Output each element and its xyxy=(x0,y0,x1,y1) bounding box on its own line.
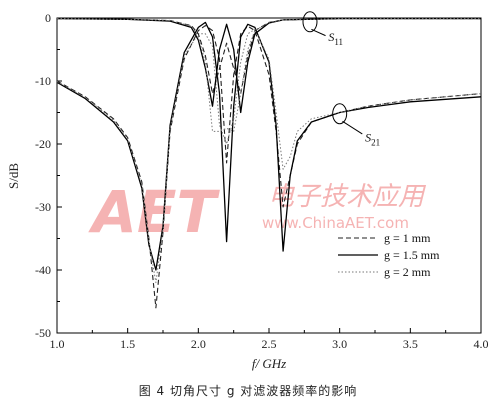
x-tick-label: 3.0 xyxy=(332,337,347,351)
watermark-logo: AET xyxy=(88,178,221,246)
x-tick-label: 2.5 xyxy=(262,337,277,351)
series-line-4 xyxy=(56,18,481,95)
annotation-layer: S11 S21 xyxy=(302,11,380,148)
x-tick-label: 1.0 xyxy=(50,337,65,351)
series-line-6 xyxy=(56,18,481,132)
s11-ellipse xyxy=(302,11,318,33)
s-parameter-chart: AET 电子技术应用 www.ChinaAET.com 1.0 1.5 2.0 2.5… xyxy=(6,11,489,371)
legend-label: g = 2 mm xyxy=(384,265,431,279)
annotation-label: S21 xyxy=(365,131,380,148)
s21-ellipse xyxy=(332,103,348,125)
x-tick-label: 4.0 xyxy=(474,337,489,351)
x-tick-label: 2.0 xyxy=(191,337,206,351)
y-tick-label: -20 xyxy=(35,137,51,151)
series-line-2 xyxy=(56,21,482,271)
legend: g = 1 mm g = 1.5 mm g = 2 mm xyxy=(338,231,440,279)
y-tick-label: -10 xyxy=(35,74,51,88)
series-line-5 xyxy=(56,17,481,114)
x-tick-label: 3.5 xyxy=(403,337,418,351)
series-layer xyxy=(56,17,482,309)
x-tick-label: 1.5 xyxy=(120,337,135,351)
y-tick-label: 0 xyxy=(45,11,51,25)
watermark-cn-text: 电子技术应用 xyxy=(268,182,427,212)
y-tick-label: -50 xyxy=(35,326,51,340)
figure-caption: 图 4 切角尺寸 g 对滤波器频率的影响 xyxy=(138,384,358,398)
watermark-url: www.ChinaAET.com xyxy=(262,214,409,232)
y-axis-title: S/dB xyxy=(6,163,21,189)
y-tick-label: -40 xyxy=(35,263,51,277)
annotation-label: S11 xyxy=(328,30,343,47)
x-axis-title: f/ GHz xyxy=(252,356,286,371)
watermark: AET 电子技术应用 www.ChinaAET.com xyxy=(88,178,427,246)
legend-label: g = 1 mm xyxy=(384,231,431,245)
axis-ticks xyxy=(56,17,482,334)
s21-arrow xyxy=(342,120,363,135)
y-tick-label: -30 xyxy=(35,200,51,214)
s11-arrow xyxy=(311,28,326,37)
axis-tick-labels: 1.0 1.5 2.0 2.5 3.0 3.5 4.0 0 -10 -20 -30 -40 -50 xyxy=(35,11,489,351)
legend-label: g = 1.5 mm xyxy=(384,248,440,262)
